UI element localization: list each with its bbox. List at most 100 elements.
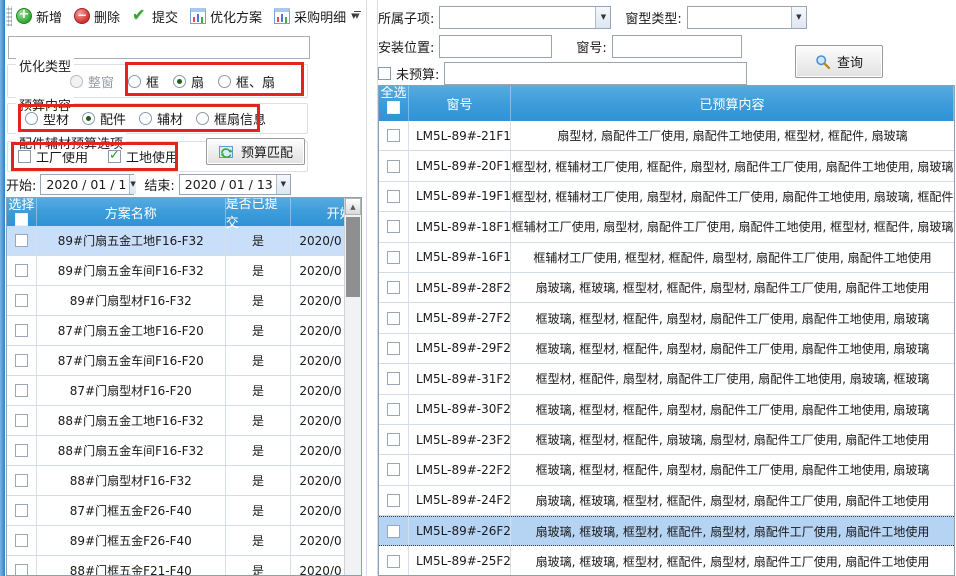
- scroll-up-button[interactable]: ▲: [345, 198, 361, 215]
- table-row[interactable]: 87#门扇型材F16-F20 是 2020/0: [7, 376, 361, 406]
- row-checkbox[interactable]: [14, 264, 28, 277]
- toolbar-button[interactable]: 优化方案 ▼: [190, 7, 262, 26]
- table-row[interactable]: 89#门扇五金工地F16-F32 是 2020/0: [7, 226, 361, 256]
- budget-match-button[interactable]: 预算匹配: [206, 138, 305, 165]
- budgeted-column-header[interactable]: 已预算内容: [511, 86, 954, 121]
- row-checkbox[interactable]: [14, 444, 28, 457]
- row-checkbox[interactable]: [387, 433, 400, 447]
- row-checkbox[interactable]: [387, 524, 400, 538]
- table-row[interactable]: LM5L-89#-26F24 扇玻璃, 框玻璃, 框型材, 框配件, 扇型材, …: [379, 516, 954, 547]
- option[interactable]: 配件: [82, 109, 126, 128]
- select-all-checkbox[interactable]: [14, 213, 28, 226]
- row-checkbox[interactable]: [14, 324, 28, 337]
- option[interactable]: 框扇信息: [196, 109, 266, 128]
- option[interactable]: 扇: [173, 72, 204, 91]
- table-row[interactable]: LM5L-89#-22F20 框玻璃, 框型材, 框配件, 扇型材, 扇配件工厂…: [379, 455, 954, 486]
- toolbar-button[interactable]: 提交 ▼: [132, 5, 178, 26]
- chevron-down-icon[interactable]: ▼: [595, 6, 611, 28]
- table-row[interactable]: LM5L-89#-20F18 框型材, 框辅材工厂使用, 框配件, 扇型材, 扇…: [379, 151, 954, 182]
- option[interactable]: 框: [128, 72, 159, 91]
- radio-button[interactable]: [82, 112, 96, 125]
- table-row[interactable]: LM5L-89#-16F15 框辅材工厂使用, 框型材, 框配件, 扇型材, 扇…: [379, 242, 954, 273]
- docked-panel-strip[interactable]: [0, 0, 5, 576]
- query-button[interactable]: 查询: [795, 45, 883, 78]
- chevron-down-icon[interactable]: ▼: [129, 174, 136, 194]
- option[interactable]: 辅材: [139, 109, 183, 128]
- end-date-picker[interactable]: 2020 / 01 / 13 ▼: [178, 173, 291, 195]
- install-position-input[interactable]: [439, 34, 553, 58]
- table-row[interactable]: 88#门框五金F21-F40 是 2020/0: [7, 556, 361, 575]
- table-row[interactable]: LM5L-89#-23F21 框玻璃, 框型材, 框配件, 扇玻璃, 扇型材, …: [379, 424, 954, 456]
- row-checkbox[interactable]: [14, 474, 28, 487]
- toolbar-button[interactable]: 删除 ▼: [74, 7, 120, 26]
- panel-splitter[interactable]: [366, 0, 378, 576]
- row-checkbox[interactable]: [14, 564, 28, 575]
- option[interactable]: 工厂使用: [18, 147, 88, 166]
- option[interactable]: 型材: [25, 109, 69, 128]
- row-checkbox[interactable]: [387, 159, 400, 173]
- table-row[interactable]: 87#门框五金F26-F40 是 2020/0: [7, 496, 361, 526]
- toolbar-grip[interactable]: [6, 6, 12, 26]
- radio-button[interactable]: [139, 112, 153, 125]
- row-checkbox[interactable]: [14, 354, 28, 367]
- table-row[interactable]: 87#门扇五金工地F16-F20 是 2020/0: [7, 316, 361, 346]
- table-row[interactable]: LM5L-89#-30F28 框玻璃, 框型材, 框配件, 扇型材, 扇配件工厂…: [379, 394, 954, 425]
- no-budget-checkbox[interactable]: [378, 66, 391, 80]
- table-row[interactable]: LM5L-89#-27F25 框玻璃, 框型材, 框配件, 扇型材, 扇配件工厂…: [379, 303, 954, 334]
- table-row[interactable]: 89#门扇型材F16-F32 是 2020/0: [7, 286, 361, 316]
- row-checkbox[interactable]: [14, 384, 28, 397]
- table-row[interactable]: 88#门扇五金工地F16-F32 是 2020/0: [7, 406, 361, 436]
- table-row[interactable]: LM5L-89#-29F27 框玻璃, 框型材, 框配件, 扇型材, 扇配件工厂…: [379, 333, 954, 365]
- row-checkbox[interactable]: [387, 554, 400, 568]
- start-date-picker[interactable]: 2020 / 01 / 1 ▼: [40, 173, 136, 195]
- row-checkbox[interactable]: [14, 534, 28, 547]
- plan-name-column-header[interactable]: 方案名称: [37, 198, 226, 226]
- table-row[interactable]: LM5L-89#-31F29 框型材, 框配件, 扇型材, 扇配件工厂使用, 扇…: [379, 364, 954, 395]
- plan-filter-input[interactable]: [8, 36, 310, 59]
- row-checkbox[interactable]: [387, 402, 400, 416]
- window-no-column-header[interactable]: 窗号: [409, 86, 511, 121]
- radio-button[interactable]: [218, 74, 232, 88]
- chevron-down-icon[interactable]: ▼: [790, 6, 806, 28]
- radio-button[interactable]: [70, 74, 83, 88]
- table-row[interactable]: 87#门扇五金车间F16-F20 是 2020/0: [7, 346, 361, 376]
- row-checkbox[interactable]: [14, 294, 28, 307]
- row-checkbox[interactable]: [387, 250, 400, 264]
- sub-item-select[interactable]: ▼: [439, 5, 612, 29]
- no-budget-input[interactable]: [444, 61, 748, 85]
- row-checkbox[interactable]: [14, 234, 28, 247]
- radio-button[interactable]: [25, 112, 38, 125]
- row-checkbox[interactable]: [387, 463, 400, 477]
- table-row[interactable]: LM5L-89#-25F23 扇玻璃, 框玻璃, 框型材, 框配件, 扇型材, …: [379, 546, 954, 575]
- option[interactable]: 框、扇: [218, 72, 275, 91]
- window-type-select[interactable]: ▼: [686, 5, 807, 29]
- table-row[interactable]: LM5L-89#-21F19 扇型材, 扇配件工厂使用, 扇配件工地使用, 框型…: [379, 121, 954, 152]
- row-checkbox[interactable]: [387, 493, 400, 507]
- table-row[interactable]: LM5L-89#-24F22 扇玻璃, 框玻璃, 框型材, 框配件, 扇型材, …: [379, 485, 954, 517]
- row-checkbox[interactable]: [14, 414, 28, 427]
- table-row[interactable]: 89#门框五金F26-F40 是 2020/0: [7, 526, 361, 556]
- row-checkbox[interactable]: [387, 372, 400, 386]
- row-checkbox[interactable]: [387, 341, 400, 355]
- toolbar-button[interactable]: 新增 ▼: [16, 7, 62, 26]
- toolbar-button[interactable]: 采购明细 ▼: [274, 7, 356, 26]
- table-row[interactable]: LM5L-89#-19F17 框型材, 框辅材工厂使用, 扇型材, 扇配件工厂使…: [379, 181, 954, 213]
- row-checkbox[interactable]: [387, 129, 400, 143]
- table-row[interactable]: LM5L-89#-18F16 框辅材工厂使用, 扇型材, 扇配件工厂使用, 扇配…: [379, 212, 954, 243]
- toolbar-overflow-button[interactable]: ▼: [353, 11, 361, 20]
- checkbox[interactable]: [108, 148, 122, 163]
- radio-button[interactable]: [173, 74, 187, 88]
- row-checkbox[interactable]: [387, 220, 400, 234]
- row-checkbox[interactable]: [387, 281, 400, 295]
- row-checkbox[interactable]: [14, 504, 28, 517]
- row-checkbox[interactable]: [387, 311, 400, 325]
- select-all-checkbox[interactable]: [387, 101, 400, 114]
- submitted-column-header[interactable]: 是否已提交: [226, 198, 292, 231]
- scrollbar-thumb[interactable]: [346, 217, 360, 297]
- table-row[interactable]: LM5L-89#-28F26 扇玻璃, 框玻璃, 框型材, 框配件, 扇型材, …: [379, 272, 954, 304]
- row-checkbox[interactable]: [387, 189, 400, 203]
- chevron-down-icon[interactable]: ▼: [351, 12, 357, 20]
- chevron-down-icon[interactable]: ▼: [275, 174, 290, 194]
- table-row[interactable]: 88#门扇型材F16-F32 是 2020/0: [7, 466, 361, 496]
- window-no-input[interactable]: [611, 34, 742, 58]
